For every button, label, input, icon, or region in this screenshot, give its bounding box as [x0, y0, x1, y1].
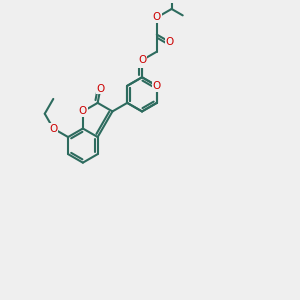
Text: O: O: [96, 84, 104, 94]
Text: O: O: [138, 58, 146, 68]
Text: O: O: [49, 124, 57, 134]
Text: O: O: [138, 55, 146, 65]
Text: O: O: [79, 106, 87, 116]
Text: O: O: [153, 81, 161, 91]
Text: O: O: [153, 13, 161, 22]
Text: O: O: [165, 37, 173, 47]
